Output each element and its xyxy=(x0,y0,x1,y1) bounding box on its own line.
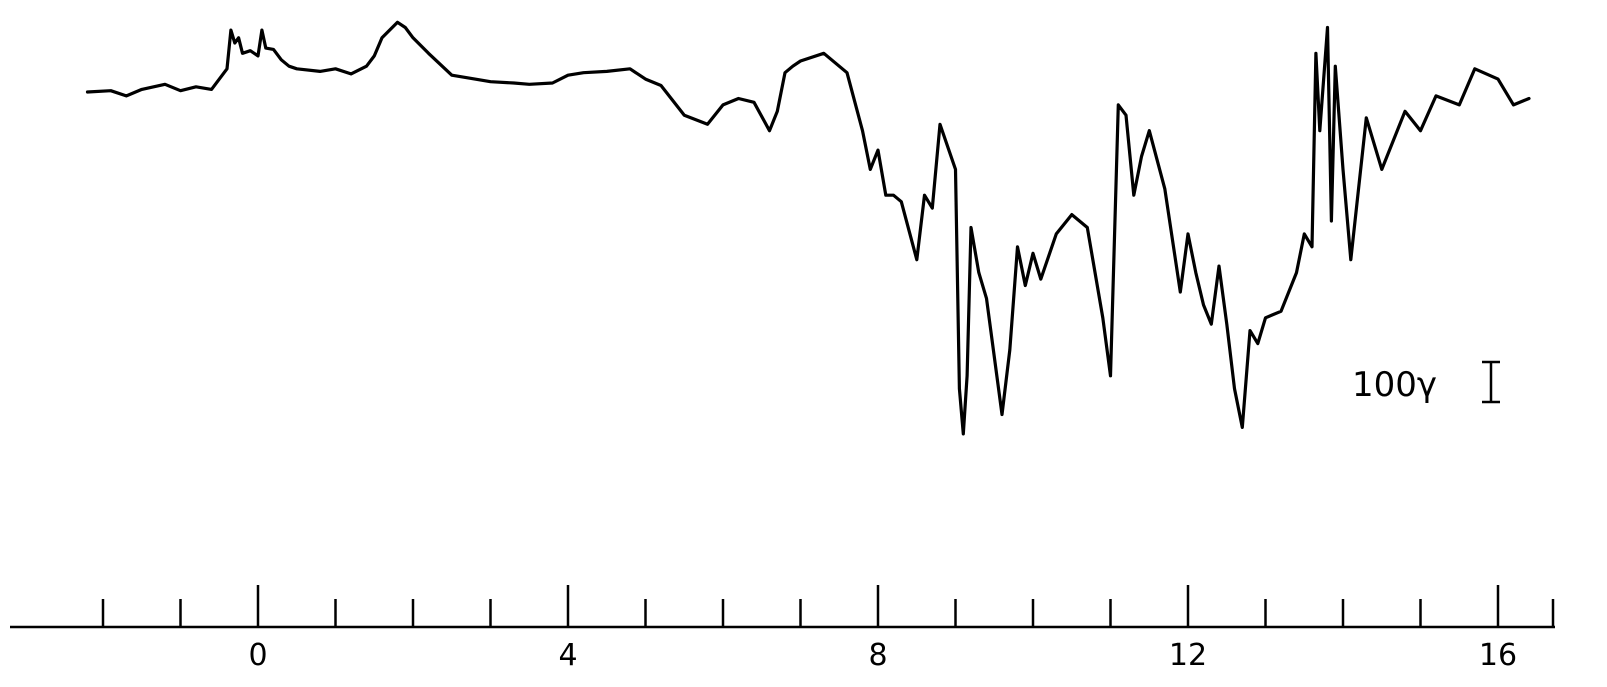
magnetic-trace-line xyxy=(85,20,1531,436)
trace-group xyxy=(85,20,1531,436)
scale-bar-label: 100γ xyxy=(1352,365,1437,405)
x-tick-label: 16 xyxy=(1479,638,1517,673)
x-tick-label: 12 xyxy=(1169,638,1207,673)
x-tick-label: 0 xyxy=(248,638,267,673)
x-tick-label: 4 xyxy=(558,638,577,673)
x-axis: 0 4 8 12 16 xyxy=(10,585,1555,673)
scale-bar-group: 100γ xyxy=(1352,360,1500,405)
x-tick-label: 8 xyxy=(868,638,887,673)
